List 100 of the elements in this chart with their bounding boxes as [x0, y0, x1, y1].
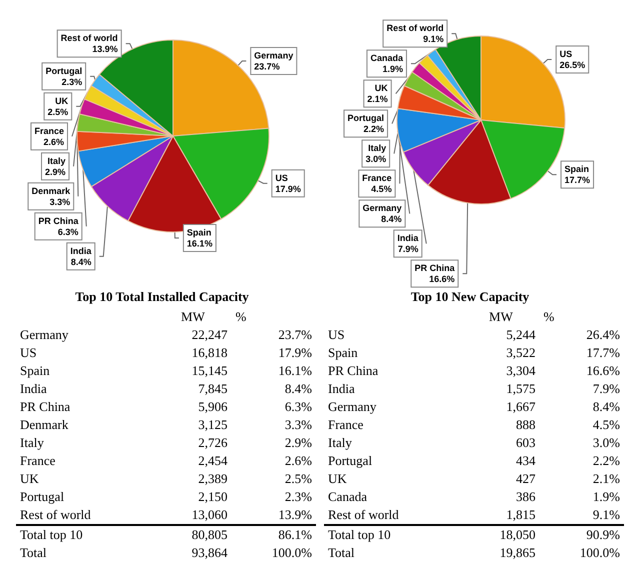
- data-label: 2.5%: [48, 106, 68, 117]
- data-label: 16.6%: [429, 274, 455, 284]
- data-label: 7.9%: [398, 244, 418, 254]
- text: 9.1%: [592, 507, 620, 522]
- text: 5,244: [506, 327, 536, 342]
- text: 2.6%: [284, 453, 312, 468]
- data-label: 9.1%: [423, 34, 444, 44]
- data-label: 8.4%: [70, 256, 92, 267]
- text: 1.9%: [592, 489, 620, 504]
- slice-label: US: [560, 48, 572, 59]
- text: 16.1%: [278, 363, 312, 378]
- text: 90.9%: [586, 527, 620, 542]
- data-label: 2.9%: [45, 166, 66, 177]
- text: 86.1%: [278, 527, 312, 542]
- text: 434: [516, 453, 536, 468]
- data-label: 2.6%: [43, 136, 64, 147]
- text: 6.3%: [284, 399, 312, 414]
- category-label: Italy: [20, 435, 44, 450]
- slice-label: Italy: [48, 156, 66, 166]
- slice-label: France: [362, 173, 392, 184]
- text: Total: [20, 545, 47, 560]
- slice-label: Italy: [368, 143, 386, 154]
- text: 3,304: [506, 363, 536, 378]
- slice-label: Denmark: [32, 186, 72, 196]
- data-label: 6.3%: [58, 226, 78, 237]
- text: 7,845: [198, 381, 228, 396]
- data-label: 17.9%: [275, 184, 301, 194]
- slice-label: PR China: [414, 263, 456, 274]
- slice-label: UK: [55, 96, 69, 106]
- category-label: MW: [180, 308, 206, 326]
- data-label: 13.9%: [92, 44, 118, 54]
- text: 15,145: [192, 363, 228, 378]
- text: 13.9%: [278, 507, 312, 522]
- text: 2.5%: [284, 471, 312, 486]
- category-label: Germany: [20, 327, 68, 342]
- text: 80,805: [192, 527, 228, 542]
- slice-label: France: [34, 126, 64, 136]
- text: 3,522: [506, 345, 536, 360]
- text: 13,060: [192, 507, 228, 522]
- slice-label: Spain: [186, 227, 212, 238]
- category-label: Rest of world: [20, 507, 91, 522]
- data-label: 2.2%: [364, 124, 384, 134]
- category-label: Spain: [20, 363, 50, 378]
- data-label: 16.1%: [186, 238, 212, 248]
- text: 100.0%: [272, 545, 312, 560]
- text: 1,575: [506, 381, 536, 396]
- category-label: Portugal: [20, 489, 64, 504]
- category-label: Denmark: [20, 417, 68, 432]
- text: 8.4%: [284, 381, 312, 396]
- category-label: Rest of world: [328, 507, 399, 522]
- category-label: %: [542, 308, 556, 326]
- slice-label: Rest of world: [386, 23, 444, 34]
- category-label: Spain: [328, 345, 358, 360]
- text: 4.5%: [592, 417, 620, 432]
- data-label: 3.3%: [50, 196, 70, 207]
- slice-label: Germany: [254, 50, 294, 61]
- text: 22,247: [192, 327, 228, 342]
- slice-label: India: [397, 233, 420, 244]
- slice-label: UK: [374, 83, 388, 94]
- text: 2,726: [198, 435, 228, 450]
- text: 3,125: [198, 417, 228, 432]
- text: 93,864: [192, 545, 228, 560]
- text: 17.7%: [586, 345, 620, 360]
- text: 2,389: [198, 471, 228, 486]
- slice-label: US: [275, 172, 288, 183]
- data-label: 4.5%: [371, 184, 392, 194]
- text: 19,865: [500, 545, 536, 560]
- slice-label: India: [70, 246, 92, 256]
- slice-label: Portugal: [348, 113, 384, 124]
- text: 1,815: [506, 507, 536, 522]
- category-label: PR China: [328, 363, 378, 378]
- category-label: MW: [488, 308, 514, 326]
- text: 603: [516, 435, 536, 450]
- data-label: 2.3%: [62, 76, 82, 87]
- category-label: Canada: [328, 489, 367, 504]
- text: 23.7%: [278, 327, 312, 342]
- category-label: Germany: [328, 399, 376, 414]
- text: 427: [516, 471, 536, 486]
- text: 2.2%: [592, 453, 620, 468]
- text: 2,454: [198, 453, 228, 468]
- data-label: 3.0%: [366, 154, 386, 164]
- text: 2.1%: [592, 471, 620, 486]
- text: 18,050: [500, 527, 536, 542]
- category-label: UK: [20, 471, 39, 486]
- text: 7.9%: [592, 381, 620, 396]
- text: Total top 10: [20, 527, 83, 542]
- data-label: 26.5%: [560, 60, 586, 70]
- text: 16,818: [192, 345, 228, 360]
- text: 17.9%: [278, 345, 312, 360]
- slice-label: PR China: [38, 216, 80, 226]
- category-label: UK: [328, 471, 347, 486]
- text: 2.9%: [284, 435, 312, 450]
- text: 888: [516, 417, 536, 432]
- category-label: India: [328, 381, 355, 396]
- text: 8.4%: [592, 399, 620, 414]
- data-label: 2.1%: [367, 94, 388, 104]
- text: Total: [328, 545, 355, 560]
- data-label: 23.7%: [254, 62, 280, 72]
- slice-label: Rest of world: [60, 33, 118, 44]
- slice-label: Germany: [362, 203, 402, 214]
